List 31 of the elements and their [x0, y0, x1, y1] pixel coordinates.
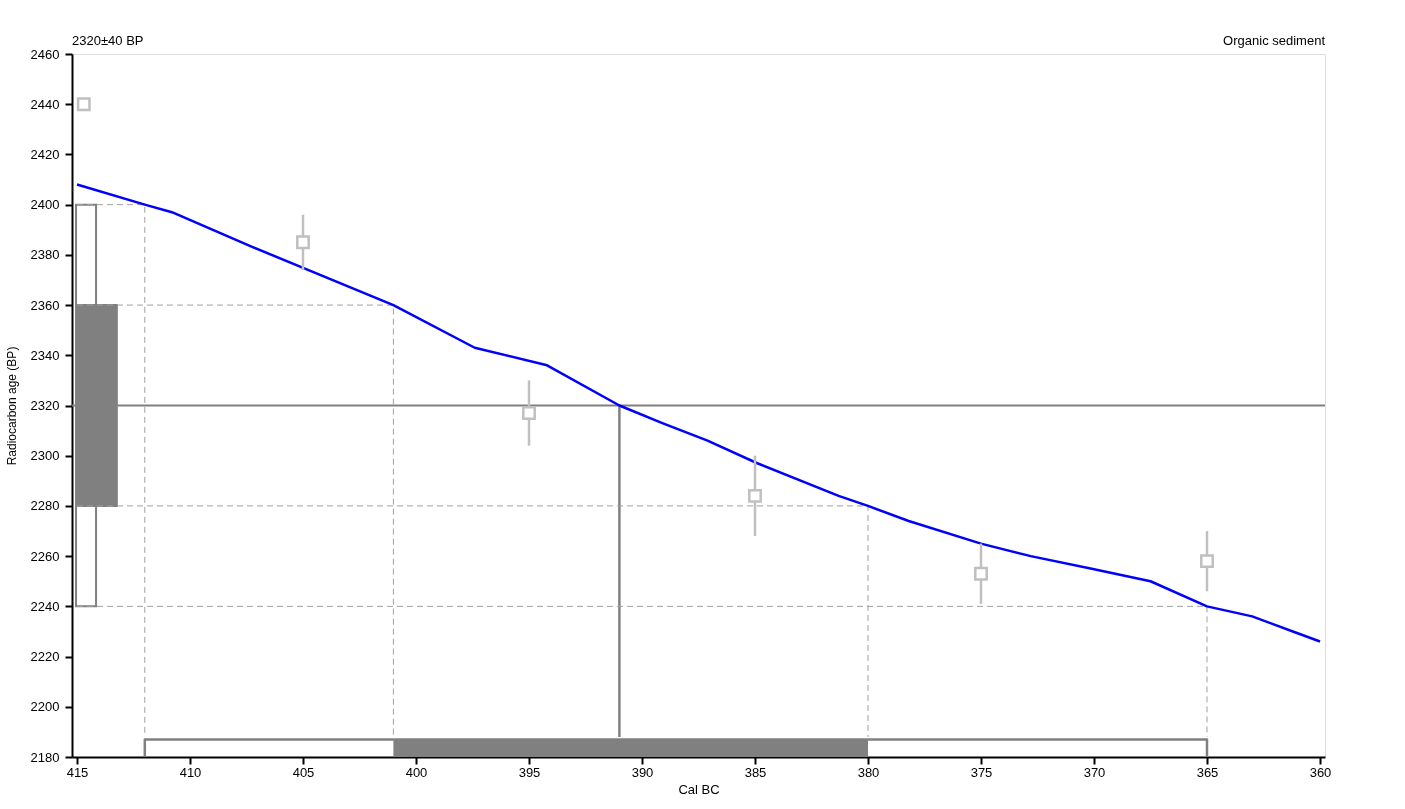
y-tick-label: 2380 [30, 247, 60, 263]
x-tick-label: 390 [631, 764, 654, 780]
y-tick-label: 2180 [30, 749, 60, 765]
x-tick-label: 365 [1196, 764, 1219, 780]
x-tick-label: 415 [66, 764, 89, 780]
y-tick-label: 2280 [30, 498, 60, 514]
y-tick-label: 2340 [30, 347, 60, 363]
y-tick-label: 2360 [30, 297, 60, 313]
x-tick-label: 395 [518, 764, 541, 780]
y-tick-label: 2400 [30, 197, 60, 213]
y-axis-title: Radiocarbon age (BP) [4, 346, 19, 466]
y-tick-label: 2460 [30, 46, 60, 62]
y-tick-label: 2300 [30, 448, 60, 464]
x-tick-label: 375 [970, 764, 993, 780]
x-tick-label: 385 [744, 764, 767, 780]
y-tick-label: 2320 [30, 398, 60, 413]
y-tick-label: 2260 [30, 548, 60, 564]
x-tick-label: 360 [1309, 764, 1332, 780]
text: 2320±40 BP [72, 33, 144, 48]
x-tick-label: 380 [857, 764, 880, 780]
text: Organic sediment [1223, 33, 1326, 48]
y-tick-label: 2420 [30, 146, 60, 162]
x-tick-label: 405 [292, 764, 315, 780]
x-tick-label: 400 [405, 764, 428, 780]
x-tick-label: 370 [1083, 764, 1106, 780]
x-tick-label: 410 [179, 764, 202, 780]
y-tick-label: 2440 [30, 96, 60, 112]
y-tick-label: 2220 [30, 649, 60, 665]
x-axis-title: Cal BC [678, 781, 720, 797]
y-tick-label: 2200 [30, 699, 60, 715]
y-tick-label: 2240 [30, 598, 60, 614]
